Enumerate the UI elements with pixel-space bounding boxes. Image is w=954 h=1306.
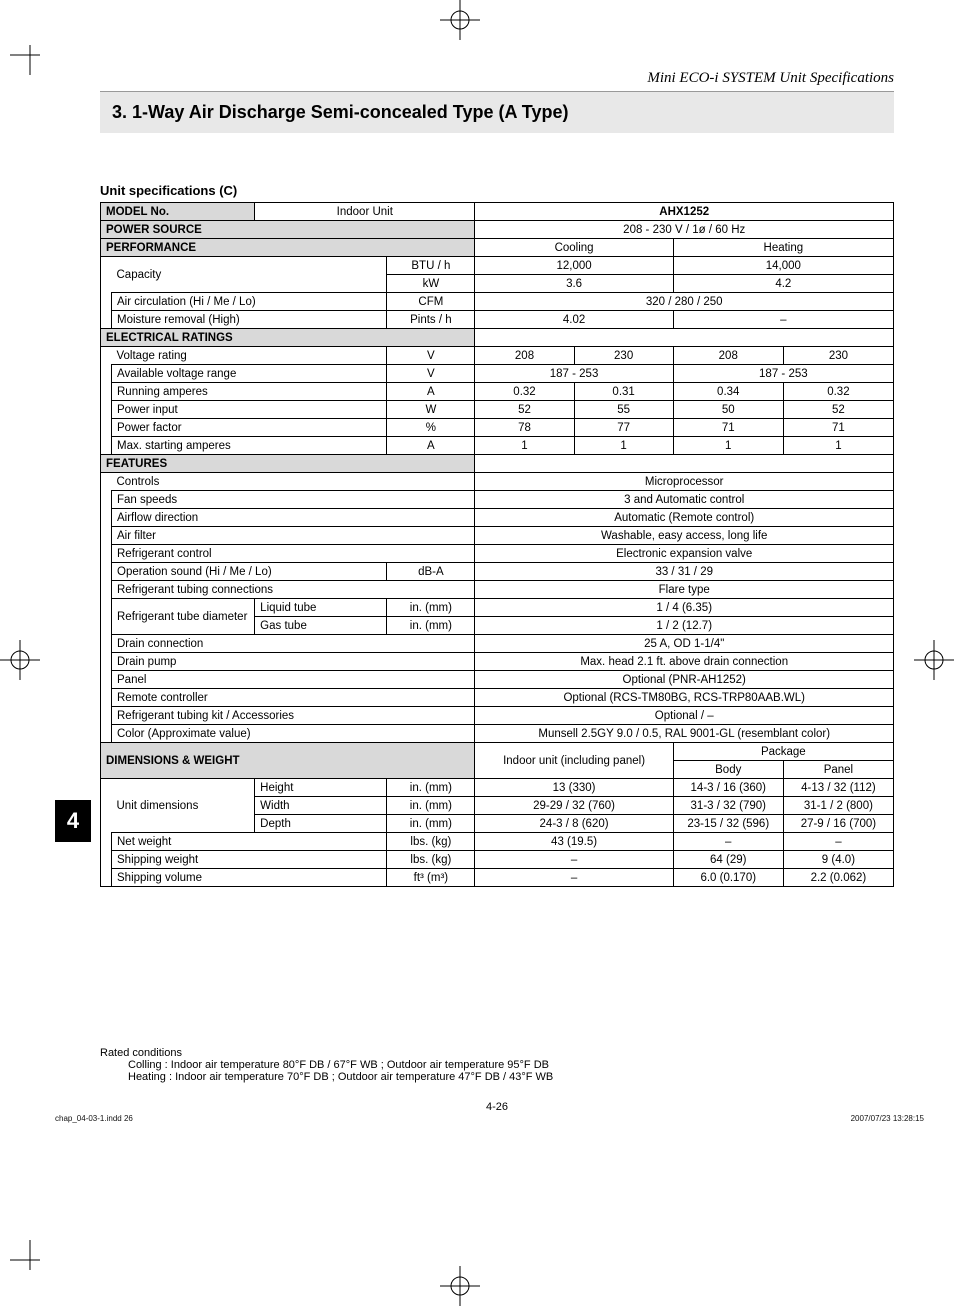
val-moisture-cool: 4.02 bbox=[475, 311, 673, 329]
unit-kw: kW bbox=[387, 275, 475, 293]
val-kw-cool: 3.6 bbox=[475, 275, 673, 293]
label-ship-w: Shipping weight bbox=[112, 851, 387, 869]
label-avail-range: Available voltage range bbox=[112, 365, 387, 383]
page: Mini ECO-i SYSTEM Unit Specifications 3.… bbox=[0, 0, 954, 1153]
label-voltage: Voltage rating bbox=[112, 347, 387, 365]
val-model: AHX1252 bbox=[475, 203, 894, 221]
label-ship-v: Shipping volume bbox=[112, 869, 387, 887]
label-panel-col: Panel bbox=[783, 761, 893, 779]
val-btu-cool: 12,000 bbox=[475, 257, 673, 275]
notes-heating: Heating : Indoor air temperature 70°F DB… bbox=[128, 1071, 894, 1083]
val-air-circ: 320 / 280 / 250 bbox=[475, 293, 894, 311]
label-power-factor: Power factor bbox=[112, 419, 387, 437]
label-body: Body bbox=[673, 761, 783, 779]
label-features: FEATURES bbox=[101, 455, 475, 473]
label-run-a: Running amperes bbox=[112, 383, 387, 401]
label-opsound: Operation sound (Hi / Me / Lo) bbox=[112, 563, 387, 581]
label-power-source: POWER SOURCE bbox=[101, 221, 475, 239]
label-model-no: MODEL No. bbox=[101, 203, 255, 221]
label-color: Color (Approximate value) bbox=[112, 725, 475, 743]
unit-cfm: CFM bbox=[387, 293, 475, 311]
label-air-circ: Air circulation (Hi / Me / Lo) bbox=[112, 293, 387, 311]
section-title: 3. 1-Way Air Discharge Semi-concealed Ty… bbox=[100, 91, 894, 133]
avail-c: 187 - 253 bbox=[475, 365, 673, 383]
label-indoor-unit: Indoor Unit bbox=[255, 203, 475, 221]
val-btu-heat: 14,000 bbox=[673, 257, 893, 275]
label-liquid: Liquid tube bbox=[255, 599, 387, 617]
val-kw-heat: 4.2 bbox=[673, 275, 893, 293]
label-kit: Refrigerant tubing kit / Accessories bbox=[112, 707, 475, 725]
label-refctrl: Refrigerant control bbox=[112, 545, 475, 563]
v-c1: 208 bbox=[475, 347, 574, 365]
v-h1: 208 bbox=[673, 347, 783, 365]
val-moisture-heat: – bbox=[673, 311, 893, 329]
label-tubing: Refrigerant tubing connections bbox=[112, 581, 475, 599]
label-electrical: ELECTRICAL RATINGS bbox=[101, 329, 475, 347]
label-tube-dia: Refrigerant tube diameter bbox=[112, 599, 255, 635]
label-indoor-panel: Indoor unit (including panel) bbox=[475, 743, 673, 779]
label-cooling: Cooling bbox=[475, 239, 673, 257]
unit-pints: Pints / h bbox=[387, 311, 475, 329]
label-remote: Remote controller bbox=[112, 689, 475, 707]
label-depth: Depth bbox=[255, 815, 387, 833]
v-c2: 230 bbox=[574, 347, 673, 365]
label-controls: Controls bbox=[112, 473, 475, 491]
subtitle: Unit specifications (C) bbox=[100, 183, 894, 198]
spec-table: MODEL No. Indoor Unit AHX1252 POWER SOUR… bbox=[100, 202, 894, 887]
label-drain: Drain connection bbox=[112, 635, 475, 653]
print-date: 2007/07/23 13:28:15 bbox=[851, 1114, 924, 1123]
unit-btu: BTU / h bbox=[387, 257, 475, 275]
v-h2: 230 bbox=[783, 347, 893, 365]
label-height: Height bbox=[255, 779, 387, 797]
unit-v: V bbox=[387, 347, 475, 365]
rated-conditions: Rated conditions Colling : Indoor air te… bbox=[100, 1047, 894, 1083]
label-msa: Max. starting amperes bbox=[112, 437, 387, 455]
notes-head: Rated conditions bbox=[100, 1047, 894, 1059]
label-capacity: Capacity bbox=[112, 257, 387, 293]
label-power-input: Power input bbox=[112, 401, 387, 419]
label-panel: Panel bbox=[112, 671, 475, 689]
running-head: Mini ECO-i SYSTEM Unit Specifications bbox=[100, 70, 894, 87]
print-file: chap_04-03-1.indd 26 bbox=[55, 1114, 133, 1123]
notes-cooling: Colling : Indoor air temperature 80°F DB… bbox=[128, 1059, 894, 1071]
print-footer: chap_04-03-1.indd 26 2007/07/23 13:28:15 bbox=[55, 1114, 924, 1123]
label-package: Package bbox=[673, 743, 893, 761]
label-performance: PERFORMANCE bbox=[101, 239, 475, 257]
label-dim-weight: DIMENSIONS & WEIGHT bbox=[101, 743, 475, 779]
page-number: 4-26 bbox=[100, 1101, 894, 1113]
label-airflow: Airflow direction bbox=[112, 509, 475, 527]
avail-h: 187 - 253 bbox=[673, 365, 893, 383]
label-unit-dim: Unit dimensions bbox=[112, 779, 255, 833]
label-gas: Gas tube bbox=[255, 617, 387, 635]
label-pump: Drain pump bbox=[112, 653, 475, 671]
label-filter: Air filter bbox=[112, 527, 475, 545]
val-power-source: 208 - 230 V / 1ø / 60 Hz bbox=[475, 221, 894, 239]
label-moisture: Moisture removal (High) bbox=[112, 311, 387, 329]
label-fan: Fan speeds bbox=[112, 491, 475, 509]
label-net-weight: Net weight bbox=[112, 833, 387, 851]
label-heating: Heating bbox=[673, 239, 893, 257]
label-width: Width bbox=[255, 797, 387, 815]
